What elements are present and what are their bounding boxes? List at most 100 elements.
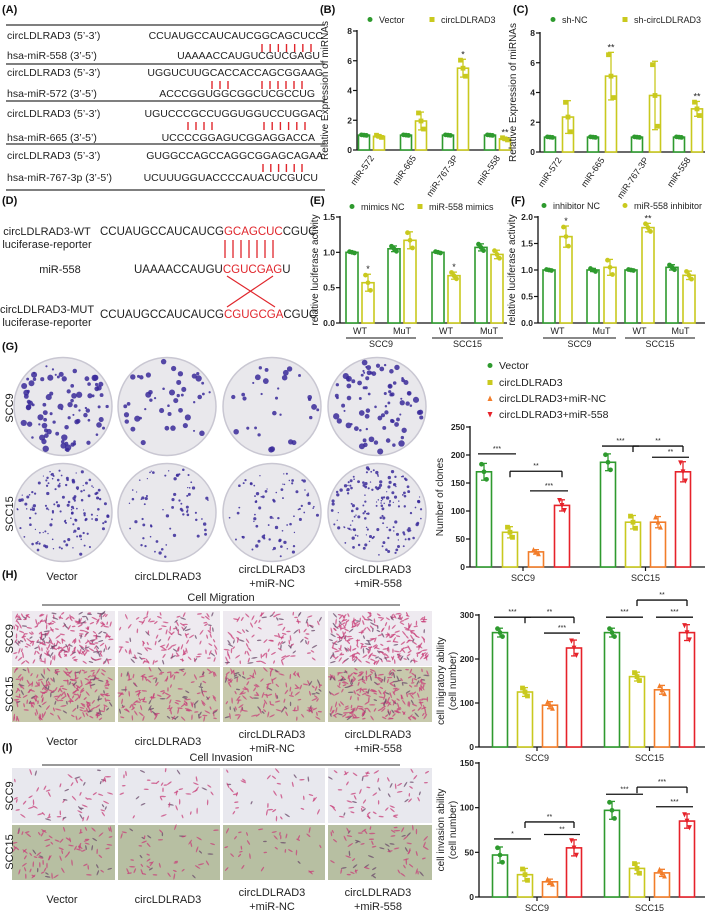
cell bbox=[354, 839, 361, 843]
cell bbox=[23, 637, 27, 642]
cell bbox=[290, 655, 296, 657]
cell bbox=[21, 613, 24, 618]
cell bbox=[70, 615, 75, 620]
cell bbox=[338, 657, 342, 662]
cell bbox=[33, 856, 38, 858]
colony bbox=[56, 478, 60, 482]
cell bbox=[101, 621, 106, 626]
cell bbox=[260, 678, 264, 682]
cell bbox=[18, 693, 21, 698]
cell bbox=[342, 684, 347, 687]
cell bbox=[402, 699, 406, 705]
colony bbox=[357, 380, 362, 386]
cell bbox=[169, 706, 173, 712]
colony bbox=[262, 378, 269, 384]
data-point bbox=[682, 623, 687, 629]
cell bbox=[239, 850, 243, 853]
cell bbox=[41, 829, 47, 833]
colony bbox=[353, 515, 356, 518]
cell bbox=[146, 641, 149, 646]
cell bbox=[21, 633, 25, 639]
cell bbox=[232, 810, 236, 815]
colony bbox=[377, 415, 383, 421]
cell bbox=[22, 694, 28, 698]
cell bbox=[389, 843, 395, 845]
bar bbox=[678, 631, 696, 748]
bar bbox=[674, 470, 692, 568]
cell bbox=[121, 784, 126, 787]
cell bbox=[289, 701, 292, 707]
mir-sequence: UAAAACCAUGUCGUCGAGU bbox=[134, 264, 291, 276]
cell bbox=[132, 703, 137, 706]
cell bbox=[25, 643, 31, 647]
data-point bbox=[571, 845, 577, 851]
cell bbox=[378, 651, 385, 654]
cell bbox=[304, 636, 309, 640]
cell bbox=[107, 677, 113, 681]
colony bbox=[241, 535, 245, 539]
colony bbox=[364, 413, 370, 419]
cell bbox=[107, 646, 111, 650]
colony bbox=[309, 415, 313, 420]
cell bbox=[273, 835, 278, 840]
colony bbox=[380, 502, 382, 504]
cell bbox=[15, 678, 21, 680]
colony bbox=[150, 470, 152, 472]
bar bbox=[665, 266, 679, 324]
cell bbox=[108, 638, 114, 641]
colony bbox=[286, 548, 289, 550]
cell bbox=[397, 869, 400, 874]
cell bbox=[180, 644, 184, 650]
cell bbox=[15, 633, 18, 639]
cell bbox=[210, 843, 215, 846]
colony bbox=[298, 507, 301, 510]
cell bbox=[422, 618, 428, 621]
colony bbox=[365, 427, 368, 431]
cell bbox=[177, 708, 180, 714]
colony bbox=[388, 390, 392, 394]
cell bbox=[346, 640, 350, 645]
data-point bbox=[569, 638, 574, 644]
cell bbox=[233, 674, 238, 677]
colony bbox=[91, 394, 95, 398]
legend-marker bbox=[349, 204, 355, 209]
cell bbox=[184, 632, 188, 639]
colony bbox=[31, 371, 38, 378]
cell bbox=[338, 615, 343, 620]
cell bbox=[208, 671, 214, 674]
data-point bbox=[650, 62, 655, 68]
cell bbox=[170, 644, 177, 647]
cell bbox=[305, 639, 307, 645]
colony bbox=[254, 495, 256, 497]
cell bbox=[15, 618, 18, 623]
significance-label: *** bbox=[558, 625, 566, 632]
colony bbox=[335, 490, 339, 494]
cell bbox=[382, 648, 389, 650]
colony bbox=[362, 438, 367, 443]
cell bbox=[42, 637, 45, 641]
cell bbox=[263, 667, 268, 672]
cell bbox=[405, 635, 409, 639]
cell bbox=[343, 680, 349, 685]
bar bbox=[678, 820, 696, 898]
colony bbox=[333, 523, 336, 526]
cell bbox=[205, 649, 207, 655]
cell bbox=[87, 612, 92, 614]
cell bbox=[82, 816, 85, 822]
cell bbox=[60, 696, 66, 700]
cell bbox=[31, 695, 37, 699]
colony bbox=[335, 383, 339, 387]
cell bbox=[121, 698, 123, 705]
cell bbox=[396, 675, 400, 682]
cell bbox=[84, 646, 90, 649]
cell bbox=[261, 710, 265, 714]
cell bbox=[105, 693, 109, 695]
data-point bbox=[645, 225, 651, 231]
significance-label: *** bbox=[670, 799, 678, 806]
colony bbox=[397, 505, 401, 508]
cell bbox=[351, 648, 357, 651]
cell bbox=[272, 611, 276, 615]
colony bbox=[371, 371, 377, 377]
data-point bbox=[481, 469, 487, 475]
data-point bbox=[662, 873, 667, 879]
